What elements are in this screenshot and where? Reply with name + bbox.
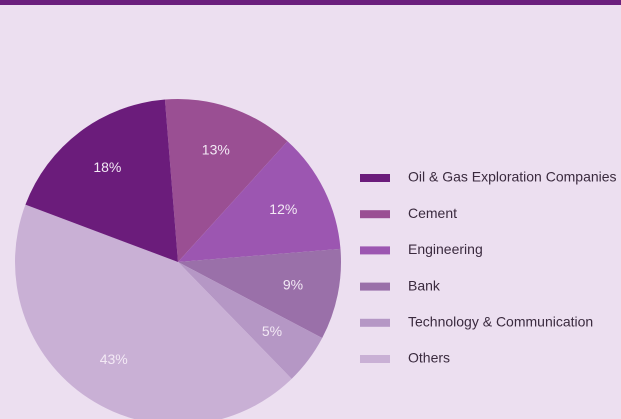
pie-slice — [25, 99, 178, 262]
legend-swatch — [360, 210, 390, 219]
legend-swatch — [360, 174, 390, 182]
legend-label: Bank — [408, 277, 441, 293]
pie-slice — [164, 98, 288, 262]
pie-slice — [178, 141, 341, 262]
slice-label: 13% — [202, 142, 230, 158]
top-bar — [0, 0, 621, 5]
legend-label: Oil & Gas Exploration Companies — [408, 169, 617, 185]
pie-slice — [15, 204, 292, 419]
legend-swatch — [360, 282, 390, 291]
pie-slice — [178, 248, 341, 339]
slice-label: 43% — [100, 351, 128, 367]
pie-slice — [178, 262, 323, 379]
slice-label: 5% — [262, 323, 282, 339]
legend-swatch — [360, 355, 390, 363]
legend-label: Engineering — [408, 241, 483, 257]
legend-label: Technology & Communication — [408, 314, 593, 330]
slice-label: 18% — [93, 159, 121, 175]
slice-label: 9% — [283, 276, 303, 292]
legend-swatch — [360, 318, 390, 327]
legend-label: Cement — [408, 205, 457, 221]
legend-label: Others — [408, 350, 450, 366]
slice-label: 12% — [269, 201, 297, 217]
legend-swatch — [360, 246, 390, 255]
